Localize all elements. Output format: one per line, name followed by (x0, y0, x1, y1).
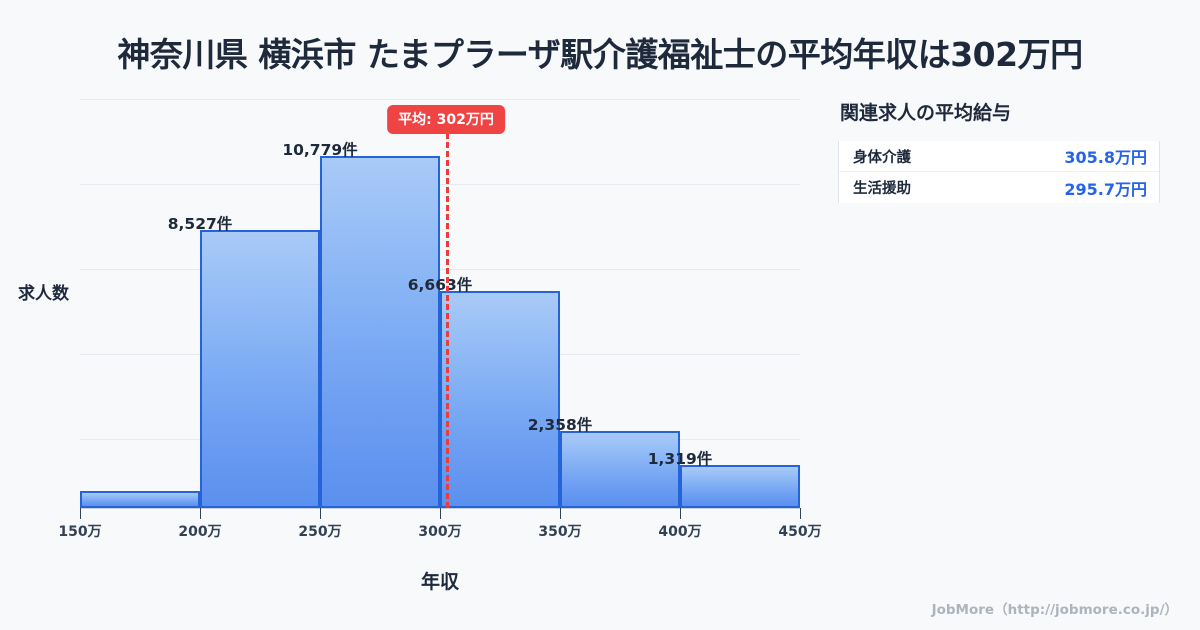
average-line (446, 133, 449, 508)
panel-table: 身体介護 305.8万円 生活援助 295.7万円 (838, 141, 1160, 203)
bar-value-label-250-300: 10,779件 (282, 141, 358, 159)
histogram-chart: 8,527件 10,779件 6,663件 2,358件 1,319件 150万… (18, 99, 822, 593)
panel-row-value: 295.7万円 (1064, 179, 1147, 199)
table-row[interactable]: 身体介護 305.8万円 (839, 141, 1159, 172)
average-badge: 平均: 302万円 (387, 105, 505, 134)
x-tick-label-250: 250万 (298, 524, 342, 540)
bar-value-label-350-400: 2,358件 (527, 416, 593, 434)
x-tick-label-200: 200万 (178, 524, 222, 540)
x-tick-250 (320, 508, 321, 519)
bar-350-400[interactable] (560, 431, 680, 508)
gridline (80, 184, 800, 185)
page-title: 神奈川県 横浜市 たまプラーザ駅介護福祉士の平均年収は302万円 (117, 35, 1083, 74)
bar-250-300[interactable] (320, 156, 440, 508)
x-axis-title: 年収 (420, 571, 459, 593)
footer-watermark: JobMore（http://jobmore.co.jp/） (931, 602, 1178, 618)
bar-series (80, 99, 800, 508)
bar-value-label-400-450: 1,319件 (647, 450, 713, 468)
x-tick-label-450: 450万 (778, 524, 822, 540)
panel-row-value: 305.8万円 (1064, 148, 1147, 167)
table-row[interactable]: 生活援助 295.7万円 (839, 172, 1159, 203)
bar-300-350[interactable] (440, 291, 560, 508)
x-tick-label-150: 150万 (58, 524, 102, 540)
panel-row-label: 身体介護 (853, 149, 911, 166)
bar-400-450[interactable] (680, 465, 800, 508)
x-tick-300 (440, 508, 441, 519)
bar-value-label-300-350: 6,663件 (407, 276, 473, 294)
gridline (80, 99, 800, 100)
bar-200-250[interactable] (200, 230, 320, 508)
gridline (80, 269, 800, 270)
related-salary-panel: 関連求人の平均給与 身体介護 305.8万円 生活援助 295.7万円 (838, 98, 1160, 203)
y-axis-title: 求人数 (18, 284, 69, 304)
x-tick-150 (80, 508, 81, 519)
x-tick-label-400: 400万 (658, 524, 702, 540)
x-tick-450 (800, 508, 801, 519)
x-tick-200 (200, 508, 201, 519)
panel-title: 関連求人の平均給与 (840, 102, 1012, 124)
bar-value-label-200-250: 8,527件 (167, 215, 233, 233)
x-tick-400 (680, 508, 681, 519)
x-tick-350 (560, 508, 561, 519)
panel-row-label: 生活援助 (853, 181, 911, 197)
bar-150-200[interactable] (80, 491, 200, 508)
x-tick-label-350: 350万 (538, 524, 582, 540)
x-tick-label-300: 300万 (418, 524, 462, 540)
